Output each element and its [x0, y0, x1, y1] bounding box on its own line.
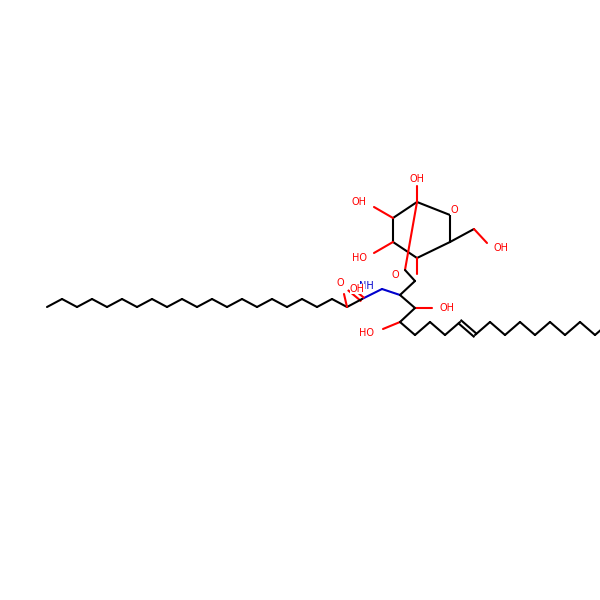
Text: OH: OH: [440, 303, 455, 313]
Text: OH: OH: [352, 197, 367, 207]
Text: OH: OH: [350, 284, 365, 294]
Text: O: O: [391, 270, 399, 280]
Text: HO: HO: [359, 328, 374, 338]
Text: O: O: [450, 205, 458, 215]
Text: HO: HO: [352, 253, 367, 263]
Text: OH: OH: [409, 174, 425, 184]
Text: OH: OH: [493, 243, 508, 253]
Text: O: O: [337, 278, 344, 288]
Text: NH: NH: [359, 281, 374, 291]
